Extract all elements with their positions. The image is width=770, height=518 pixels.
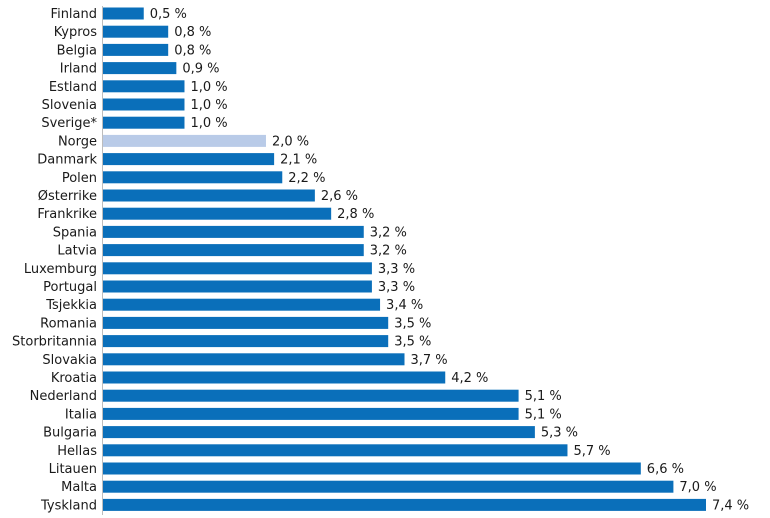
value-label-norge: 2,0 % bbox=[272, 134, 309, 149]
value-label-sverige: 1,0 % bbox=[190, 116, 227, 131]
bar-bulgaria bbox=[103, 426, 535, 439]
value-label-bulgaria: 5,3 % bbox=[541, 426, 578, 441]
bar-polen bbox=[103, 171, 283, 184]
category-label-norge: Norge bbox=[58, 134, 97, 149]
value-label-belgia: 0,8 % bbox=[174, 43, 211, 58]
bar-latvia bbox=[103, 244, 364, 257]
bar-nederland bbox=[103, 389, 519, 402]
category-label-sverige: Sverige* bbox=[41, 116, 97, 131]
bar-estland bbox=[103, 80, 185, 93]
value-label-slovenia: 1,0 % bbox=[190, 98, 227, 113]
bar-tyskland bbox=[103, 498, 706, 511]
bar-hellas bbox=[103, 444, 568, 457]
bar-frankrike bbox=[103, 207, 332, 220]
category-label-nederland: Nederland bbox=[30, 389, 97, 404]
category-label-estland: Estland bbox=[49, 80, 97, 95]
value-label-tsjekkia: 3,4 % bbox=[386, 298, 423, 313]
category-label-frankrike: Frankrike bbox=[37, 207, 97, 222]
bar-portugal bbox=[103, 280, 372, 293]
bar-litauen bbox=[103, 462, 641, 475]
value-label-polen: 2,2 % bbox=[288, 171, 325, 186]
bar-kypros bbox=[103, 25, 169, 38]
category-label-litauen: Litauen bbox=[49, 462, 97, 477]
bar-kroatia bbox=[103, 371, 446, 384]
value-label-malta: 7,0 % bbox=[679, 480, 716, 495]
category-label-latvia: Latvia bbox=[57, 244, 97, 259]
value-label-romania: 3,5 % bbox=[394, 316, 431, 331]
category-label-portugal: Portugal bbox=[43, 280, 97, 295]
value-label-estland: 1,0 % bbox=[190, 80, 227, 95]
category-label-slovenia: Slovenia bbox=[42, 98, 97, 113]
value-label-litauen: 6,6 % bbox=[647, 462, 684, 477]
value-label-slovakia: 3,7 % bbox=[411, 353, 448, 368]
bars-group: Finland 0,5 % Kypros 0,8 % Belgia 0,8 % Irland… bbox=[12, 7, 749, 513]
bar-italia bbox=[103, 407, 519, 420]
value-label-kypros: 0,8 % bbox=[174, 25, 211, 40]
value-label-kroatia: 4,2 % bbox=[451, 371, 488, 386]
bar-irland bbox=[103, 62, 177, 75]
value-label-spania: 3,2 % bbox=[370, 225, 407, 240]
value-label-danmark: 2,1 % bbox=[280, 153, 317, 168]
bar-romania bbox=[103, 316, 389, 329]
bar-tsjekkia bbox=[103, 298, 381, 311]
category-label-finland: Finland bbox=[51, 7, 97, 22]
bar-finland bbox=[103, 7, 144, 20]
value-label-nederland: 5,1 % bbox=[525, 389, 562, 404]
category-label-romania: Romania bbox=[40, 316, 97, 331]
value-label-tyskland: 7,4 % bbox=[712, 498, 749, 513]
category-label-storbritannia: Storbritannia bbox=[12, 335, 97, 350]
bar-sverige bbox=[103, 116, 185, 129]
bar-malta bbox=[103, 480, 674, 493]
value-label-frankrike: 2,8 % bbox=[337, 207, 374, 222]
bar-slovenia bbox=[103, 98, 185, 111]
value-label-italia: 5,1 % bbox=[525, 407, 562, 422]
category-label-hellas: Hellas bbox=[57, 444, 97, 459]
category-label-bulgaria: Bulgaria bbox=[43, 426, 97, 441]
value-label-finland: 0,5 % bbox=[150, 7, 187, 22]
category-label-luxemburg: Luxemburg bbox=[24, 262, 97, 277]
bar-slovakia bbox=[103, 353, 405, 366]
category-label-østerrike: Østerrike bbox=[38, 189, 97, 204]
value-label-latvia: 3,2 % bbox=[370, 244, 407, 259]
category-label-kroatia: Kroatia bbox=[51, 371, 97, 386]
category-label-spania: Spania bbox=[53, 225, 97, 240]
bar-norge bbox=[103, 134, 266, 147]
category-label-slovakia: Slovakia bbox=[42, 353, 97, 368]
category-label-tsjekkia: Tsjekkia bbox=[45, 298, 97, 313]
bar-danmark bbox=[103, 153, 275, 166]
value-label-irland: 0,9 % bbox=[182, 62, 219, 77]
bar-belgia bbox=[103, 43, 169, 56]
category-label-tyskland: Tyskland bbox=[40, 498, 97, 513]
value-label-hellas: 5,7 % bbox=[573, 444, 610, 459]
value-label-portugal: 3,3 % bbox=[378, 280, 415, 295]
bar-østerrike bbox=[103, 189, 315, 202]
category-label-kypros: Kypros bbox=[54, 25, 98, 40]
bar-storbritannia bbox=[103, 335, 389, 348]
category-label-malta: Malta bbox=[61, 480, 97, 495]
category-label-danmark: Danmark bbox=[37, 153, 97, 168]
bar-spania bbox=[103, 225, 364, 238]
value-label-østerrike: 2,6 % bbox=[321, 189, 358, 204]
category-label-italia: Italia bbox=[65, 407, 97, 422]
category-label-irland: Irland bbox=[60, 62, 97, 77]
value-label-luxemburg: 3,3 % bbox=[378, 262, 415, 277]
value-label-storbritannia: 3,5 % bbox=[394, 335, 431, 350]
category-label-polen: Polen bbox=[62, 171, 97, 186]
bar-luxemburg bbox=[103, 262, 372, 275]
category-label-belgia: Belgia bbox=[57, 43, 97, 58]
